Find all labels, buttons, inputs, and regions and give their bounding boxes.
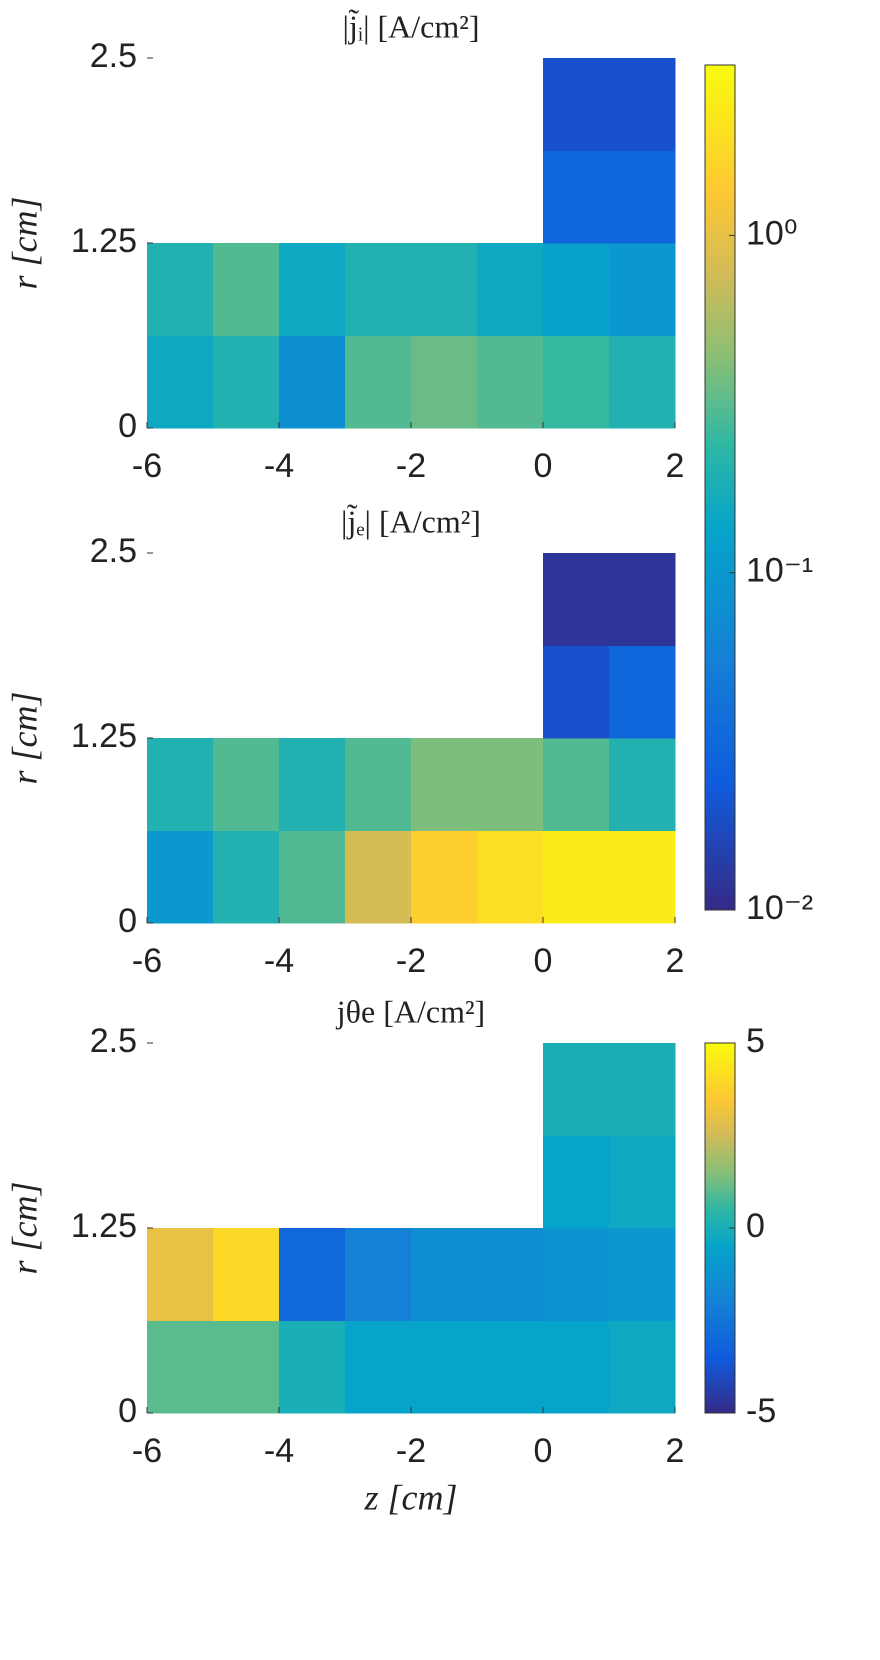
heat-cell [213,830,280,924]
heat-cell [609,645,676,739]
heat-cell [477,243,544,336]
heat-cell [477,1320,544,1414]
heat-cell [147,1228,214,1321]
heat-cell [411,830,478,924]
colorbar-tick-label: -5 [746,1392,776,1430]
x-tick-label: -6 [132,447,162,485]
x-tick-label: 2 [666,1432,685,1470]
heat-cell [411,335,478,429]
heat-cell [411,243,478,336]
heat-cell [543,1043,610,1136]
heat-cell [213,1228,280,1321]
x-axis-label: z [cm] [363,1477,457,1517]
heat-cell [543,58,610,151]
heat-cell [609,1228,676,1321]
heat-cell [147,335,214,429]
x-tick-label: -6 [132,1432,162,1470]
x-tick-label: 2 [666,447,685,485]
y-tick-label: 2.5 [90,532,137,570]
heat-cell [279,243,346,336]
heat-cell [345,335,412,429]
heat-cell [279,1320,346,1414]
colorbar-tick-label: 5 [746,1022,765,1060]
y-tick-label: 2.5 [90,37,137,75]
heat-cell [345,830,412,924]
heat-cell [543,738,610,831]
y-axis-label: r [cm] [4,196,44,289]
x-tick-label: -4 [264,447,294,485]
heat-cell [345,1320,412,1414]
heat-cell [609,1320,676,1414]
colorbar-tick-label: 0 [746,1207,765,1245]
heat-cell [411,1228,478,1321]
heat-cell [411,1320,478,1414]
x-tick-label: -2 [396,942,426,980]
heat-cell [543,335,610,429]
chart-title: |j̃ₑ| [A/cm²] [341,503,481,539]
y-tick-label: 0 [118,407,137,445]
heat-cell [213,335,280,429]
heat-cell [279,335,346,429]
heat-cell [411,738,478,831]
heat-cell [279,830,346,924]
heat-cell [279,1228,346,1321]
heat-cell [345,243,412,336]
heat-cell [477,830,544,924]
chart-title: |j̃ᵢ| [A/cm²] [343,8,480,44]
heat-cell [345,738,412,831]
heat-cell [609,150,676,244]
heat-cell [609,1135,676,1229]
heat-cell [543,150,610,244]
heat-cell [543,1228,610,1321]
y-axis-label: r [cm] [4,691,44,784]
colorbar-tick-label: 10⁰ [746,214,797,252]
chart-title: jθe [A/cm²] [336,993,485,1029]
heat-cell [543,1320,610,1414]
heat-cell [279,738,346,831]
y-tick-label: 1.25 [71,1207,137,1245]
heat-cell [609,243,676,336]
heat-cell [147,243,214,336]
y-tick-label: 0 [118,1392,137,1430]
heat-cell [609,58,676,151]
y-tick-label: 0 [118,902,137,940]
x-tick-label: 0 [534,447,553,485]
x-tick-label: -2 [396,447,426,485]
x-tick-label: 2 [666,942,685,980]
y-tick-label: 2.5 [90,1022,137,1060]
heat-cell [345,1228,412,1321]
colorbar-tick-label: 10⁻¹ [746,552,813,590]
heat-cell [543,243,610,336]
heat-cell [543,830,610,924]
heat-cell [609,553,676,646]
x-tick-label: -6 [132,942,162,980]
heat-cell [147,1320,214,1414]
heat-cell [609,830,676,924]
x-tick-label: 0 [534,942,553,980]
heat-cell [147,738,214,831]
heat-cell [213,1320,280,1414]
heat-cell [147,830,214,924]
heat-cell [609,335,676,429]
heat-cell [213,738,280,831]
heat-cell [609,1043,676,1136]
heat-cell [213,243,280,336]
x-tick-label: -2 [396,1432,426,1470]
heat-cell [477,738,544,831]
x-tick-label: 0 [534,1432,553,1470]
heat-cell [543,1135,610,1229]
colorbar-tick-label: 10⁻² [746,889,813,927]
colorbar [704,64,736,911]
heat-cell [477,335,544,429]
heat-cell [543,645,610,739]
x-tick-label: -4 [264,1432,294,1470]
y-axis-label: r [cm] [4,1181,44,1274]
heat-cell [609,738,676,831]
heat-cell [477,1228,544,1321]
heat-cell [543,553,610,646]
y-tick-label: 1.25 [71,222,137,260]
y-tick-label: 1.25 [71,717,137,755]
x-tick-label: -4 [264,942,294,980]
